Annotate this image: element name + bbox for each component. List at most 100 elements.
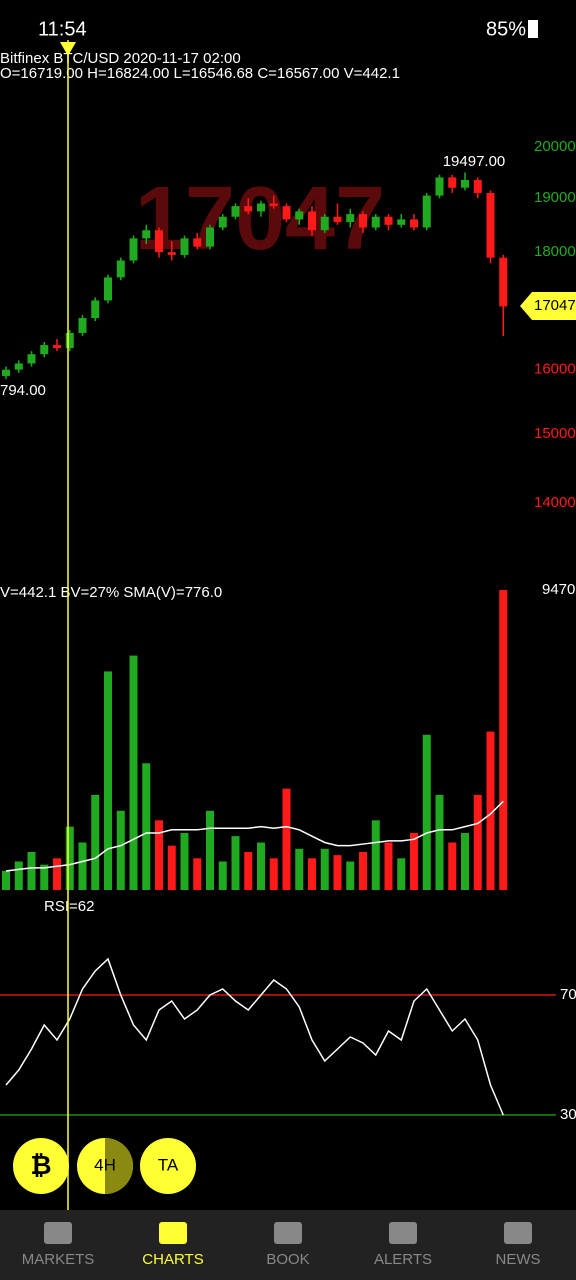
- battery-icon: [528, 20, 538, 38]
- chart-title: Bitfinex BTC/USD 2020-11-17 02:00: [0, 50, 241, 67]
- candle-body: [65, 332, 74, 349]
- candle-body: [384, 216, 393, 225]
- charts: 17047 Bitfinex BTC/USD 2020-11-17 02:00O=…: [0, 50, 576, 1123]
- candle-body: [257, 203, 265, 212]
- nav: MARKETS CHARTS BOOK ALERTS NEWS: [22, 1222, 541, 1268]
- candle-body: [53, 345, 61, 349]
- volume-bar: [40, 864, 49, 890]
- candle-body: [346, 214, 355, 223]
- nav-item[interactable]: NEWS: [496, 1251, 541, 1268]
- candle-body: [461, 179, 469, 188]
- volume-bar: [2, 870, 10, 890]
- volume-bar: [410, 832, 418, 890]
- volume-bar: [359, 851, 367, 890]
- volume-bar: [422, 734, 431, 890]
- volume-bar: [78, 842, 87, 890]
- candle-body: [14, 363, 23, 370]
- candle-body: [308, 211, 316, 231]
- candle-body: [371, 216, 380, 228]
- nav-item[interactable]: ALERTS: [374, 1251, 432, 1268]
- rsi-title: RSI=62: [44, 898, 94, 915]
- candle-body: [282, 206, 291, 220]
- candle-body: [320, 216, 329, 231]
- interval-shade: [105, 1138, 133, 1194]
- candle-body: [473, 179, 482, 193]
- candle-body: [448, 177, 457, 188]
- volume-bar: [346, 861, 355, 890]
- volume-bar: [218, 861, 227, 890]
- volume-bar: [193, 858, 202, 890]
- btc-button[interactable]: [13, 1138, 69, 1194]
- y-tick-label: 20000: [534, 138, 576, 155]
- volume-bar: [155, 820, 163, 890]
- volume-bar: [65, 826, 74, 890]
- watermark: 17047: [135, 169, 385, 269]
- candle-body: [129, 238, 138, 261]
- candle-body: [40, 345, 49, 355]
- candle-body: [422, 195, 431, 228]
- candle-body: [193, 238, 202, 247]
- volume-bar: [333, 855, 342, 890]
- candle-body: [295, 211, 304, 220]
- volume-bar: [435, 794, 444, 890]
- nav-icon: [389, 1222, 417, 1244]
- ohlc: O=16719.00 H=16824.00 L=16546.68 C=16567…: [0, 65, 400, 82]
- nav-item[interactable]: MARKETS: [22, 1251, 95, 1268]
- candle-body: [167, 252, 176, 255]
- volume-bar: [461, 832, 469, 890]
- volume-bar: [104, 671, 112, 890]
- candle-body: [499, 257, 508, 307]
- candle-body: [486, 192, 495, 258]
- volume-bar: [91, 794, 100, 890]
- y-tick-label: 9470: [542, 581, 575, 598]
- volume-bar: [320, 848, 329, 890]
- candle-body: [116, 260, 125, 278]
- nav-icon: [504, 1222, 532, 1244]
- volume-bar: [308, 858, 316, 890]
- candle-body: [231, 206, 240, 217]
- volume-bar: [397, 858, 406, 890]
- volume-bar: [295, 848, 304, 890]
- nav-item[interactable]: CHARTS: [142, 1251, 203, 1268]
- candle-body: [104, 277, 112, 301]
- y-tick-label: 14000: [534, 494, 576, 511]
- candle-body: [218, 216, 227, 228]
- y-tick-label: 18000: [534, 243, 576, 260]
- volume-bar: [282, 788, 291, 890]
- candle-body: [155, 230, 163, 253]
- ta-label: TA: [158, 1155, 179, 1174]
- nav-icon: [44, 1222, 72, 1244]
- y-tick-label: 16000: [534, 361, 576, 378]
- candle-body: [359, 214, 367, 228]
- candle-body: [435, 177, 444, 196]
- volume-title: V=442.1 BV=27% SMA(V)=776.0: [0, 584, 222, 601]
- nav-icon: [274, 1222, 302, 1244]
- volume-bar: [167, 845, 176, 890]
- nav-item[interactable]: BOOK: [266, 1251, 309, 1268]
- last-price: 17047: [534, 297, 576, 314]
- candle-body: [333, 216, 342, 223]
- candle-body: [2, 369, 10, 376]
- volume-bar: [473, 794, 482, 890]
- candle-body: [269, 203, 278, 207]
- volume-bar: [116, 810, 125, 890]
- volume-bar: [448, 842, 457, 890]
- y-tick-label: 30: [560, 1106, 576, 1123]
- volume-bar: [14, 861, 23, 890]
- candle-body: [27, 354, 36, 364]
- volume-bar: [206, 810, 214, 890]
- volume-bar: [142, 763, 151, 890]
- volume-bar: [53, 858, 61, 890]
- volume-sma: [5, 800, 504, 872]
- ta-button[interactable]: [140, 1138, 196, 1194]
- price-marker: [520, 292, 576, 320]
- nav-bar: [0, 1210, 576, 1280]
- candle-body: [206, 227, 214, 247]
- candle-body: [78, 318, 87, 333]
- y-tick-label: 15000: [534, 425, 576, 442]
- crosshair-marker: [60, 42, 76, 56]
- volume-bar: [486, 731, 495, 890]
- volume-bar: [129, 655, 138, 890]
- volume-bar: [371, 820, 380, 890]
